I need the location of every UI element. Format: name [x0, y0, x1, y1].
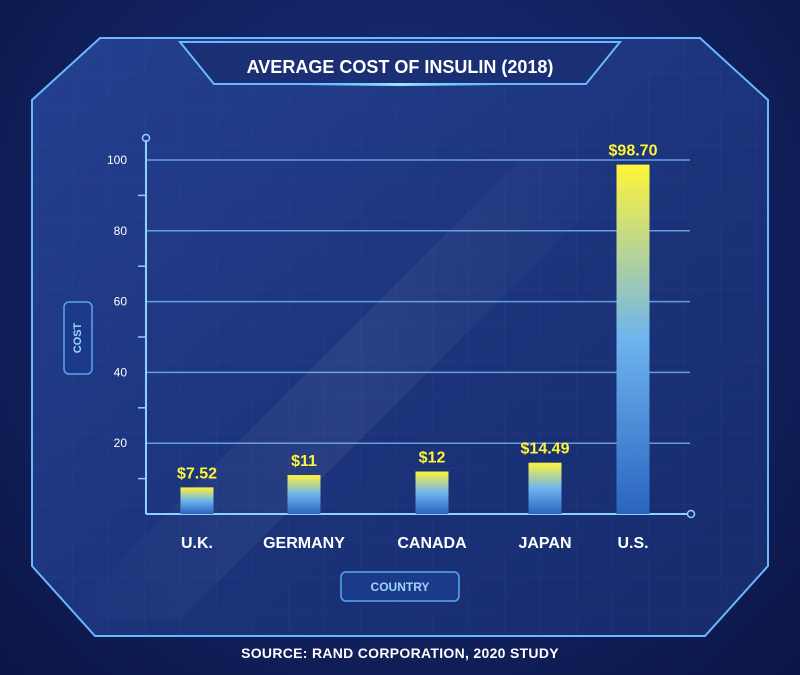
y-tick-label: 40 — [114, 365, 128, 379]
y-axis-label: COST — [72, 322, 84, 353]
bar — [180, 487, 214, 514]
bar-value-label: $12 — [419, 450, 446, 467]
bar-value-label: $11 — [291, 453, 317, 470]
bar-value-label: $14.49 — [521, 441, 570, 458]
bar-value-label: $98.70 — [609, 143, 658, 160]
chart-title: AVERAGE COST OF INSULIN (2018) — [247, 57, 554, 77]
bar — [415, 471, 449, 514]
source-note: SOURCE: RAND CORPORATION, 2020 STUDY — [241, 645, 559, 661]
bar — [528, 462, 562, 514]
x-tick-label: GERMANY — [263, 535, 345, 552]
plot-area: 20 40 60 80 100 $7.52 U.K. $11 GERMANY $12 CANADA $… — [107, 133, 696, 552]
x-axis-label-box — [340, 571, 460, 602]
x-axis-end-marker — [686, 509, 696, 519]
y-tick-label: 60 — [114, 295, 128, 309]
y-tick-label: 100 — [107, 153, 127, 167]
y-axis-label-box — [63, 301, 93, 375]
y-tick-label: 20 — [114, 436, 128, 450]
y-tick-label: 80 — [114, 224, 128, 238]
x-tick-label: CANADA — [397, 535, 467, 552]
x-tick-label: U.S. — [617, 535, 648, 552]
bar — [616, 164, 650, 515]
y-axis-end-marker — [141, 133, 151, 143]
title-tab — [177, 41, 623, 85]
title-glow-line — [300, 83, 500, 86]
x-axis-label: COUNTRY — [371, 580, 430, 594]
x-tick-label: U.K. — [181, 535, 213, 552]
bar-value-label: $7.52 — [177, 465, 217, 482]
bar — [287, 475, 321, 514]
x-tick-label: JAPAN — [518, 535, 571, 552]
